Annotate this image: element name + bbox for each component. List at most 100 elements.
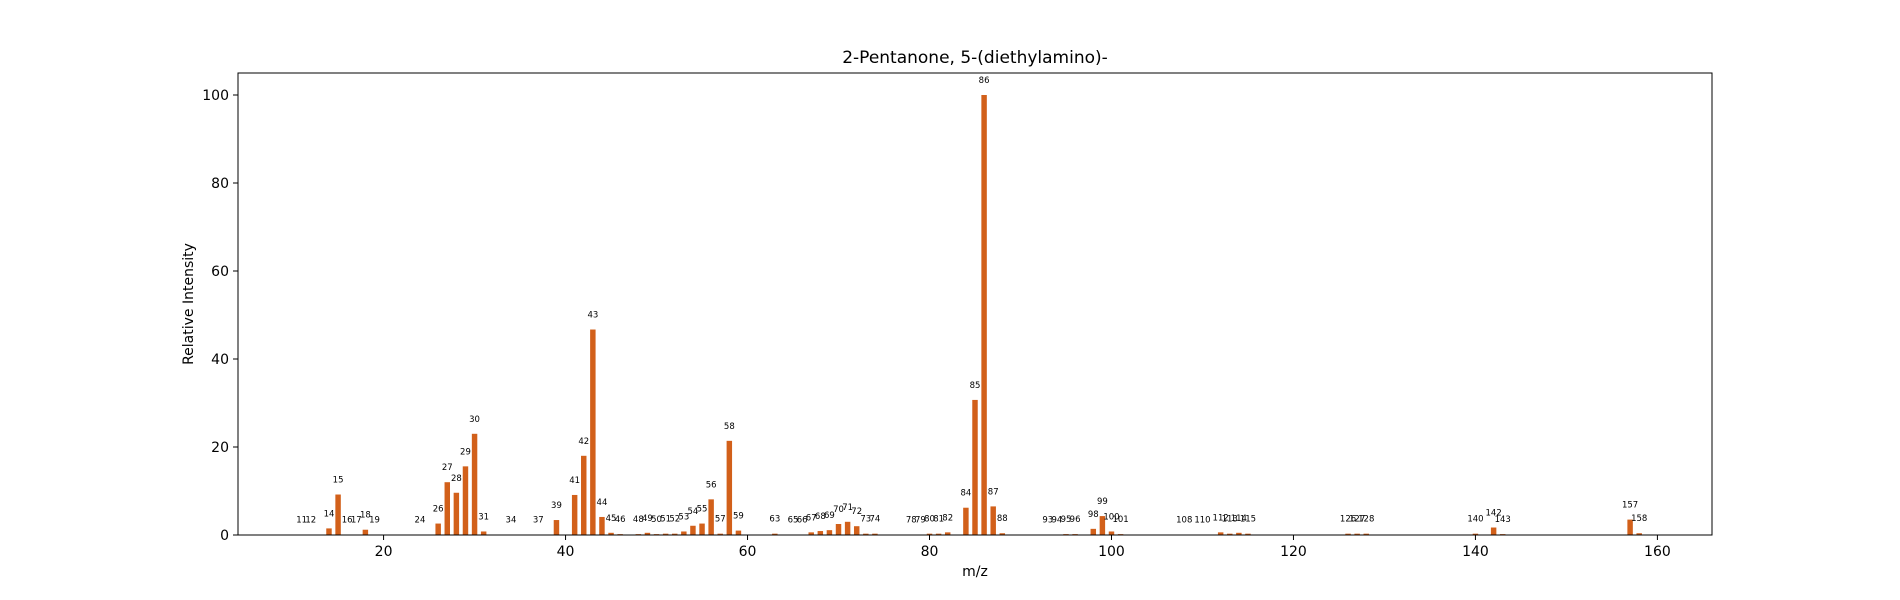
- bar-mz-42: [581, 455, 587, 535]
- bar-mz-56: [708, 499, 714, 535]
- bar-mz-84: [963, 507, 969, 535]
- bar-label-mz-27: 27: [442, 463, 453, 473]
- x-tick-label: 80: [921, 544, 939, 560]
- x-tick-label: 20: [375, 544, 393, 560]
- bar-mz-31: [480, 531, 487, 535]
- bar-mz-59: [735, 530, 742, 535]
- bar-label-mz-43: 43: [587, 311, 598, 321]
- bar-mz-29: [462, 466, 469, 535]
- bar-mz-39: [553, 520, 560, 535]
- bar-label-mz-115: 115: [1240, 515, 1256, 525]
- x-tick-label: 40: [557, 544, 575, 560]
- bar-mz-28: [453, 492, 460, 535]
- bar-label-mz-31: 31: [478, 512, 489, 522]
- bar-label-mz-16: 16: [342, 516, 353, 526]
- y-tick-label: 100: [202, 88, 229, 104]
- chart-title: 2-Pentanone, 5-(diethylamino)-: [842, 48, 1108, 68]
- x-axis: 20 40 60 80 100 120 140 160: [375, 535, 1671, 560]
- x-tick-label: 120: [1280, 544, 1307, 560]
- bar-label-mz-28: 28: [451, 474, 462, 484]
- bar-label-mz-114: 114: [1231, 514, 1247, 524]
- bar-mz-15: [335, 494, 341, 535]
- bar-mz-157: [1627, 519, 1633, 535]
- bar-label-mz-99: 99: [1097, 497, 1108, 507]
- bar-mz-68: [817, 531, 824, 535]
- y-tick-label: 20: [211, 440, 229, 456]
- bar-label-mz-88: 88: [997, 514, 1008, 524]
- bar-label-mz-140: 140: [1467, 515, 1483, 525]
- bar-mz-86: [981, 95, 987, 535]
- y-axis: 0 20 40 60 80 100: [202, 88, 238, 544]
- bar-label-mz-56: 56: [706, 480, 717, 490]
- bar-label-mz-101: 101: [1112, 515, 1128, 525]
- bar-label-mz-12: 12: [305, 516, 316, 526]
- bar-mz-100: [1108, 531, 1115, 535]
- bar-mz-53: [681, 531, 687, 535]
- bar-label-mz-52: 52: [669, 515, 680, 525]
- bar-label-mz-96: 96: [1070, 515, 1081, 525]
- bar-label-mz-29: 29: [460, 447, 471, 457]
- x-axis-title: m/z: [962, 564, 988, 580]
- bar-mz-81: [935, 533, 942, 535]
- bar-label-mz-128: 128: [1358, 515, 1374, 525]
- bar-label-mz-49: 49: [642, 514, 653, 524]
- bar-label-mz-69: 69: [824, 511, 835, 521]
- bar-label-mz-142: 142: [1486, 509, 1502, 519]
- bar-label-mz-44: 44: [597, 498, 608, 508]
- bar-label-mz-82: 82: [942, 513, 953, 523]
- bar-mz-113: [1227, 533, 1233, 535]
- bar-mz-115: [1245, 533, 1251, 535]
- bar-label-mz-11: 11: [296, 516, 307, 526]
- bar-mz-80: [926, 533, 933, 535]
- bar-mz-44: [599, 516, 605, 535]
- bar-label-mz-18: 18: [360, 511, 371, 521]
- bar-label-mz-72: 72: [851, 507, 862, 517]
- y-tick-label: 40: [211, 352, 229, 368]
- bar-mz-55: [699, 523, 705, 535]
- bar-label-mz-41: 41: [569, 476, 580, 486]
- bar-mz-82: [944, 532, 951, 535]
- bar-label-mz-86: 86: [979, 76, 990, 86]
- bar-mz-51: [662, 533, 669, 535]
- bar-mz-45: [608, 532, 614, 535]
- bar-label-mz-54: 54: [688, 507, 699, 517]
- bar-label-mz-63: 63: [769, 515, 780, 525]
- y-tick-label: 60: [211, 264, 229, 280]
- bar-label-mz-157: 157: [1622, 501, 1638, 511]
- bar-label-mz-45: 45: [606, 514, 617, 524]
- bar-label-mz-78: 78: [906, 516, 917, 526]
- bar-label-mz-79: 79: [915, 516, 926, 526]
- bar-label-mz-70: 70: [833, 505, 844, 515]
- bar-label-mz-95: 95: [1061, 515, 1072, 525]
- bar-label-mz-73: 73: [860, 515, 871, 525]
- bar-label-mz-126: 126: [1340, 515, 1356, 525]
- bar-mz-72: [853, 526, 860, 535]
- bar-mz-140: [1472, 533, 1479, 535]
- bar-label-mz-74: 74: [869, 515, 880, 525]
- bar-label-mz-26: 26: [433, 505, 444, 515]
- bar-label-mz-71: 71: [842, 503, 853, 513]
- bar-mz-74: [872, 533, 878, 535]
- bar-label-mz-50: 50: [651, 515, 662, 525]
- bar-mz-158: [1636, 533, 1642, 535]
- bar-label-mz-66: 66: [797, 516, 808, 526]
- bar-label-mz-19: 19: [369, 516, 380, 526]
- bar-mz-26: [435, 523, 441, 535]
- bar-label-mz-37: 37: [533, 516, 544, 526]
- bar-mz-73: [863, 533, 869, 535]
- bar-mz-43: [590, 329, 596, 535]
- bar-label-mz-30: 30: [469, 415, 480, 425]
- bar-label-mz-98: 98: [1088, 510, 1099, 520]
- bar-mz-57: [717, 533, 723, 535]
- bar-mz-54: [690, 525, 696, 535]
- bar-label-mz-112: 112: [1213, 513, 1229, 523]
- bar-label-mz-65: 65: [788, 516, 799, 526]
- bar-label-mz-58: 58: [724, 422, 735, 432]
- y-tick-label: 80: [211, 176, 229, 192]
- bar-mz-88: [999, 533, 1006, 535]
- bar-label-mz-51: 51: [660, 515, 671, 525]
- bar-mz-87: [990, 506, 996, 535]
- bar-mz-99: [1099, 516, 1106, 535]
